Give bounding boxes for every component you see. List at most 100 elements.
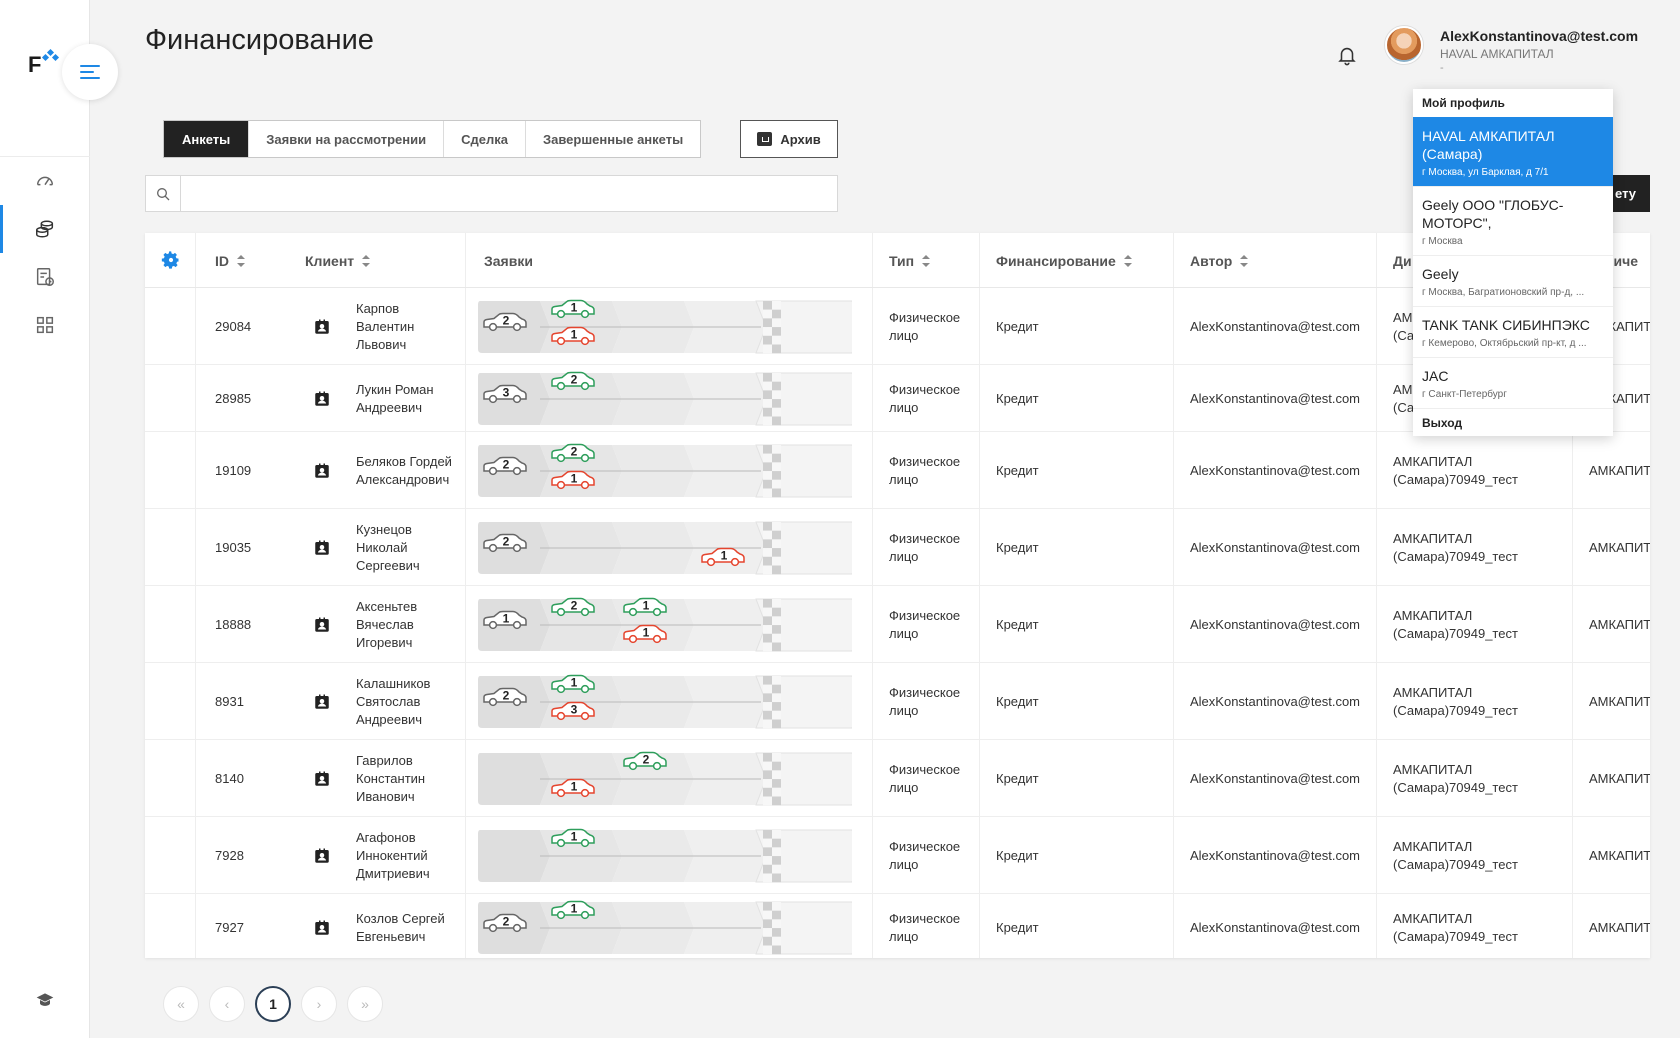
car-count: 2 [571,598,578,612]
dealer-option[interactable]: TANK TANK СИБИНПЭКС г Кемерово, Октябрьск… [1413,306,1613,357]
table-row[interactable]: 8931 Калашников Святослав Андреевич 2 1 3 Физ… [145,663,1650,740]
first-page-button[interactable]: « [163,986,199,1022]
cell-author-text: AlexKonstantinova@test.com [1190,390,1361,406]
gray-car-icon[interactable]: 3 [483,384,527,403]
client-card-icon[interactable] [313,740,331,817]
menu-toggle-button[interactable] [62,44,118,100]
column-client[interactable]: Клиент [305,233,371,288]
dealer-option[interactable]: JAC г Санкт-Петербург [1413,357,1613,408]
cell-client[interactable]: Кузнецов Николай Сергеевич [356,509,456,586]
avatar[interactable] [1385,26,1423,64]
car-count: 1 [571,471,578,485]
tab-completed[interactable]: Завершенные анкеты [542,131,684,147]
dealer-option[interactable]: HAVAL АМКАПИТАЛ (Самара) г Москва, ул Бар… [1413,117,1613,186]
cell-client[interactable]: Аксеньтев Вячеслав Игоревич [356,586,456,663]
dealer-option[interactable]: Geely ООО "ГЛОБУС-МОТОРС", г Москва [1413,186,1613,255]
cell-client[interactable]: Лукин Роман Андреевич [356,365,456,432]
graduation-cap-icon[interactable] [35,990,55,1010]
sidebar-item-dashboard[interactable] [0,157,90,205]
table-row[interactable]: 19035 Кузнецов Николай Сергеевич 2 1 Физичес… [145,509,1650,586]
cell-client[interactable]: Гаврилов Константин Иванович [356,740,456,817]
client-card-icon[interactable] [313,817,331,894]
requests-track[interactable]: 2 1 3 [478,663,852,740]
red-car-icon[interactable]: 1 [551,470,595,489]
requests-track[interactable]: 1 2 1 1 [478,586,852,663]
red-car-icon[interactable]: 1 [551,326,595,345]
red-car-icon[interactable]: 1 [701,547,745,566]
cell-client[interactable]: Беляков Гордей Александрович [356,432,456,509]
green-car-icon[interactable]: 1 [551,674,595,693]
gray-car-icon[interactable]: 2 [483,312,527,331]
table-row[interactable]: 18888 Аксеньтев Вячеслав Игоревич 1 2 1 1 Физи… [145,586,1650,663]
red-car-icon[interactable]: 1 [551,778,595,797]
column-id[interactable]: ID [215,233,245,288]
client-card-icon[interactable] [313,586,331,663]
cell-type: Физическое лицо [889,817,969,894]
sidebar-item-apps[interactable] [0,301,90,349]
sort-icon [1123,254,1132,267]
green-car-icon[interactable]: 1 [623,597,667,616]
archive-button[interactable]: Архив [740,120,838,158]
cell-client[interactable]: Калашников Святослав Андреевич [356,663,456,740]
green-car-icon[interactable]: 2 [551,371,595,390]
last-page-button[interactable]: » [347,986,383,1022]
table-row[interactable]: 8140 Гаврилов Константин Иванович 2 1 Физиче… [145,740,1650,817]
client-card-icon[interactable] [313,365,331,432]
cell-type: Физическое лицо [889,288,969,365]
cell-type-text: Физическое лицо [889,530,961,564]
table-row[interactable]: 19109 Беляков Гордей Александрович 2 2 1 Физи… [145,432,1650,509]
column-financing[interactable]: Финансирование [996,233,1132,288]
green-car-icon[interactable]: 1 [551,299,595,318]
tab-under-review[interactable]: Заявки на рассмотрении [249,121,445,157]
tab-questionnaires[interactable]: Анкеты [164,121,250,157]
green-car-icon[interactable]: 1 [551,900,595,919]
dealer-option[interactable]: Geely г Москва, Багратионовский пр-д, ... [1413,255,1613,306]
client-card-icon[interactable] [313,663,331,740]
red-car-icon[interactable]: 3 [551,701,595,720]
red-car-icon[interactable]: 1 [623,624,667,643]
gear-icon[interactable] [161,250,181,270]
tab-deal[interactable]: Сделка [444,121,526,157]
bell-icon[interactable] [1336,44,1358,66]
gray-car-icon[interactable]: 1 [483,610,527,629]
client-card-icon[interactable] [313,894,331,958]
table-row[interactable]: 7927 Козлов Сергей Евгеньевич 2 1 Физическое… [145,894,1650,958]
green-car-icon[interactable]: 2 [551,443,595,462]
requests-track[interactable]: 2 1 1 [478,288,852,365]
cell-id-text: 7927 [215,919,244,935]
green-car-icon[interactable]: 2 [623,751,667,770]
logout-link[interactable]: Выход [1413,408,1613,436]
search-input[interactable] [181,176,837,211]
requests-track[interactable]: 1 [478,817,852,894]
column-author[interactable]: Автор [1190,233,1249,288]
green-car-icon[interactable]: 2 [551,597,595,616]
cell-client[interactable]: Карпов Валентин Львович [356,288,456,365]
gray-car-icon[interactable]: 2 [483,687,527,706]
gray-car-icon[interactable]: 2 [483,533,527,552]
sidebar-item-financing[interactable] [0,205,90,253]
page-button-current[interactable]: 1 [255,986,291,1022]
table-row[interactable]: 7928 Агафонов Иннокентий Дмитриевич 1 Физич… [145,817,1650,894]
sidebar-item-reports[interactable] [0,253,90,301]
cell-type-text: Физическое лицо [889,309,961,343]
search-button[interactable] [146,176,181,211]
gray-car-icon[interactable]: 2 [483,456,527,475]
column-dealer[interactable]: Ди [1393,233,1412,288]
client-card-icon[interactable] [313,288,331,365]
client-card-icon[interactable] [313,509,331,586]
column-type[interactable]: Тип [889,233,931,288]
user-email[interactable]: AlexKonstantinova@test.com [1440,28,1639,44]
next-page-button[interactable]: › [301,986,337,1022]
my-profile-link[interactable]: Мой профиль [1422,96,1505,110]
cell-client[interactable]: Козлов Сергей Евгеньевич [356,894,456,958]
prev-page-button[interactable]: ‹ [209,986,245,1022]
cell-client[interactable]: Агафонов Иннокентий Дмитриевич [356,817,456,894]
requests-track[interactable]: 2 2 1 [478,432,852,509]
client-card-icon[interactable] [313,432,331,509]
gray-car-icon[interactable]: 2 [483,913,527,932]
green-car-icon[interactable]: 1 [551,828,595,847]
